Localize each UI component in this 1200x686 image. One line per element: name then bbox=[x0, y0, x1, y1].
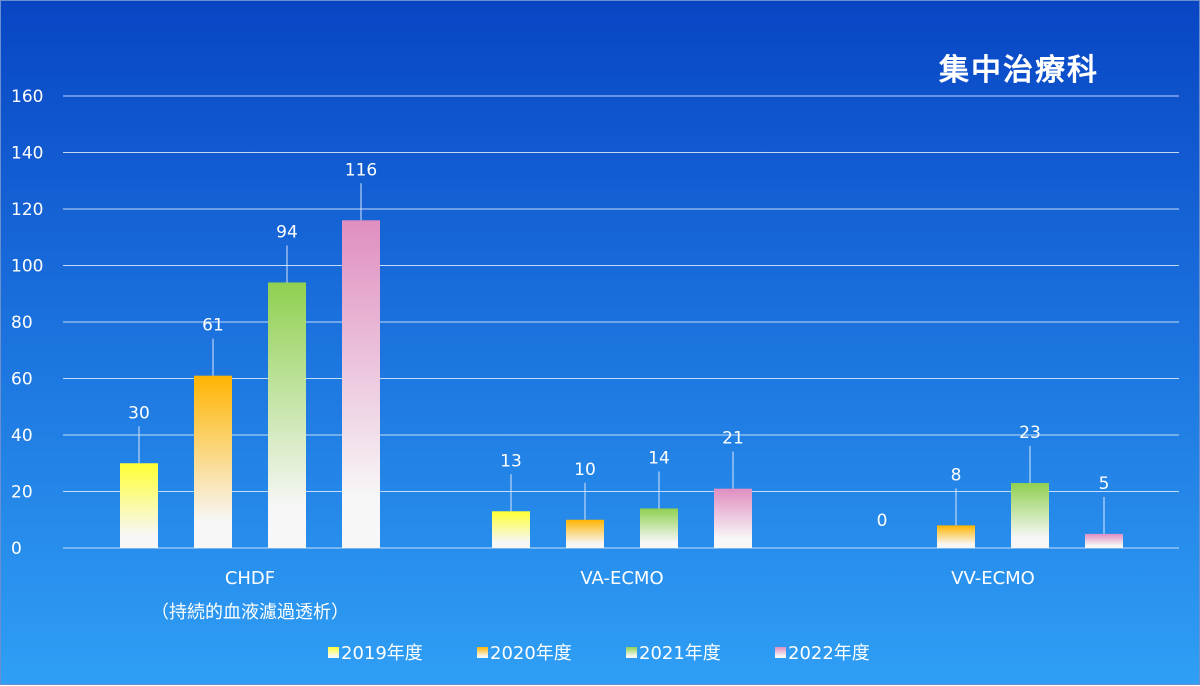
data-label: 94 bbox=[276, 222, 298, 242]
data-label: 21 bbox=[722, 429, 744, 449]
y-tick-label: 100 bbox=[11, 257, 43, 277]
data-label: 116 bbox=[345, 160, 377, 180]
bar bbox=[566, 519, 604, 548]
legend-swatch bbox=[775, 647, 786, 658]
bar bbox=[640, 508, 678, 548]
data-label: 30 bbox=[128, 403, 150, 423]
legend-swatch bbox=[477, 647, 488, 658]
data-label: 23 bbox=[1019, 423, 1041, 443]
y-tick-label: 40 bbox=[11, 426, 33, 446]
bar bbox=[194, 375, 232, 548]
y-tick-label: 160 bbox=[11, 87, 43, 107]
y-tick-label: 140 bbox=[11, 144, 43, 164]
data-label: 14 bbox=[648, 448, 670, 468]
y-tick-label: 20 bbox=[11, 483, 33, 503]
bar bbox=[1011, 483, 1049, 548]
bar bbox=[268, 282, 306, 548]
y-tick-label: 120 bbox=[11, 200, 43, 220]
legend-swatch bbox=[626, 647, 637, 658]
y-tick-label: 0 bbox=[11, 539, 22, 559]
data-label: 10 bbox=[574, 460, 596, 480]
y-tick-label: 60 bbox=[11, 370, 33, 390]
category-label: VV-ECMO bbox=[951, 568, 1035, 589]
legend-swatch bbox=[328, 647, 339, 658]
legend-label: 2021年度 bbox=[639, 643, 721, 664]
category-label: CHDF bbox=[225, 568, 275, 589]
legend-label: 2019年度 bbox=[341, 643, 423, 664]
y-tick-label: 80 bbox=[11, 313, 33, 333]
data-label: 13 bbox=[500, 451, 522, 471]
data-label: 8 bbox=[951, 465, 962, 485]
category-label: VA-ECMO bbox=[580, 568, 663, 589]
bar bbox=[492, 511, 530, 548]
bar bbox=[120, 463, 158, 548]
bar bbox=[342, 220, 380, 549]
bar bbox=[1085, 533, 1123, 548]
data-label: 5 bbox=[1099, 474, 1110, 494]
legend-label: 2022年度 bbox=[788, 643, 870, 664]
data-label: 61 bbox=[202, 316, 224, 336]
chart-title: 集中治療科 bbox=[939, 53, 1099, 88]
bar bbox=[937, 525, 975, 548]
data-label: 0 bbox=[877, 511, 888, 531]
legend-label: 2020年度 bbox=[490, 643, 572, 664]
bar bbox=[714, 488, 752, 548]
category-label: （持続的血液濾過透析） bbox=[151, 602, 349, 623]
